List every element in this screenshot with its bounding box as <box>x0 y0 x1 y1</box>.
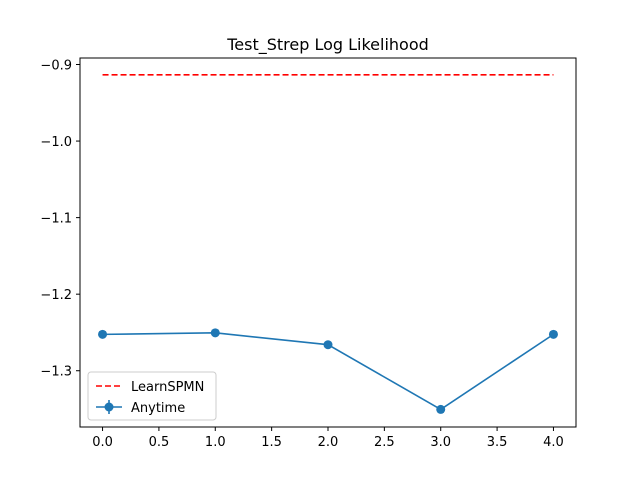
x-tick-label: 1.5 <box>261 435 282 450</box>
data-point <box>548 329 558 339</box>
x-tick-label: 3.0 <box>430 435 451 450</box>
x-tick-label: 3.5 <box>487 435 508 450</box>
y-tick-label: −1.3 <box>40 365 72 380</box>
legend-label-anytime: Anytime <box>131 401 185 416</box>
x-tick-label: 2.5 <box>374 435 395 450</box>
chart-title: Test_Strep Log Likelihood <box>226 35 429 55</box>
x-tick-label: 4.0 <box>543 435 564 450</box>
y-tick-label: −0.9 <box>40 59 72 74</box>
y-tick-label: −1.2 <box>40 288 72 303</box>
y-tick-label: −1.0 <box>40 135 72 150</box>
legend-label-learnspmn: LearnSPMN <box>131 380 204 395</box>
data-point <box>436 404 446 414</box>
data-point <box>98 329 108 339</box>
legend-marker <box>104 402 114 412</box>
plot-area <box>98 74 558 414</box>
legend: LearnSPMN Anytime <box>87 371 217 421</box>
axes: 0.0 0.5 1.0 1.5 2.0 2.5 3.0 3.5 4.0 −0.9 −1.0 −1.1 −… <box>40 59 563 450</box>
x-tick-label: 0.5 <box>149 435 170 450</box>
x-tick-label: 0.0 <box>92 435 113 450</box>
x-tick-label: 2.0 <box>318 435 339 450</box>
data-point <box>210 328 220 338</box>
y-tick-label: −1.1 <box>40 212 72 227</box>
legend-box <box>87 371 217 421</box>
data-point <box>323 340 333 350</box>
x-tick-label: 1.0 <box>205 435 226 450</box>
